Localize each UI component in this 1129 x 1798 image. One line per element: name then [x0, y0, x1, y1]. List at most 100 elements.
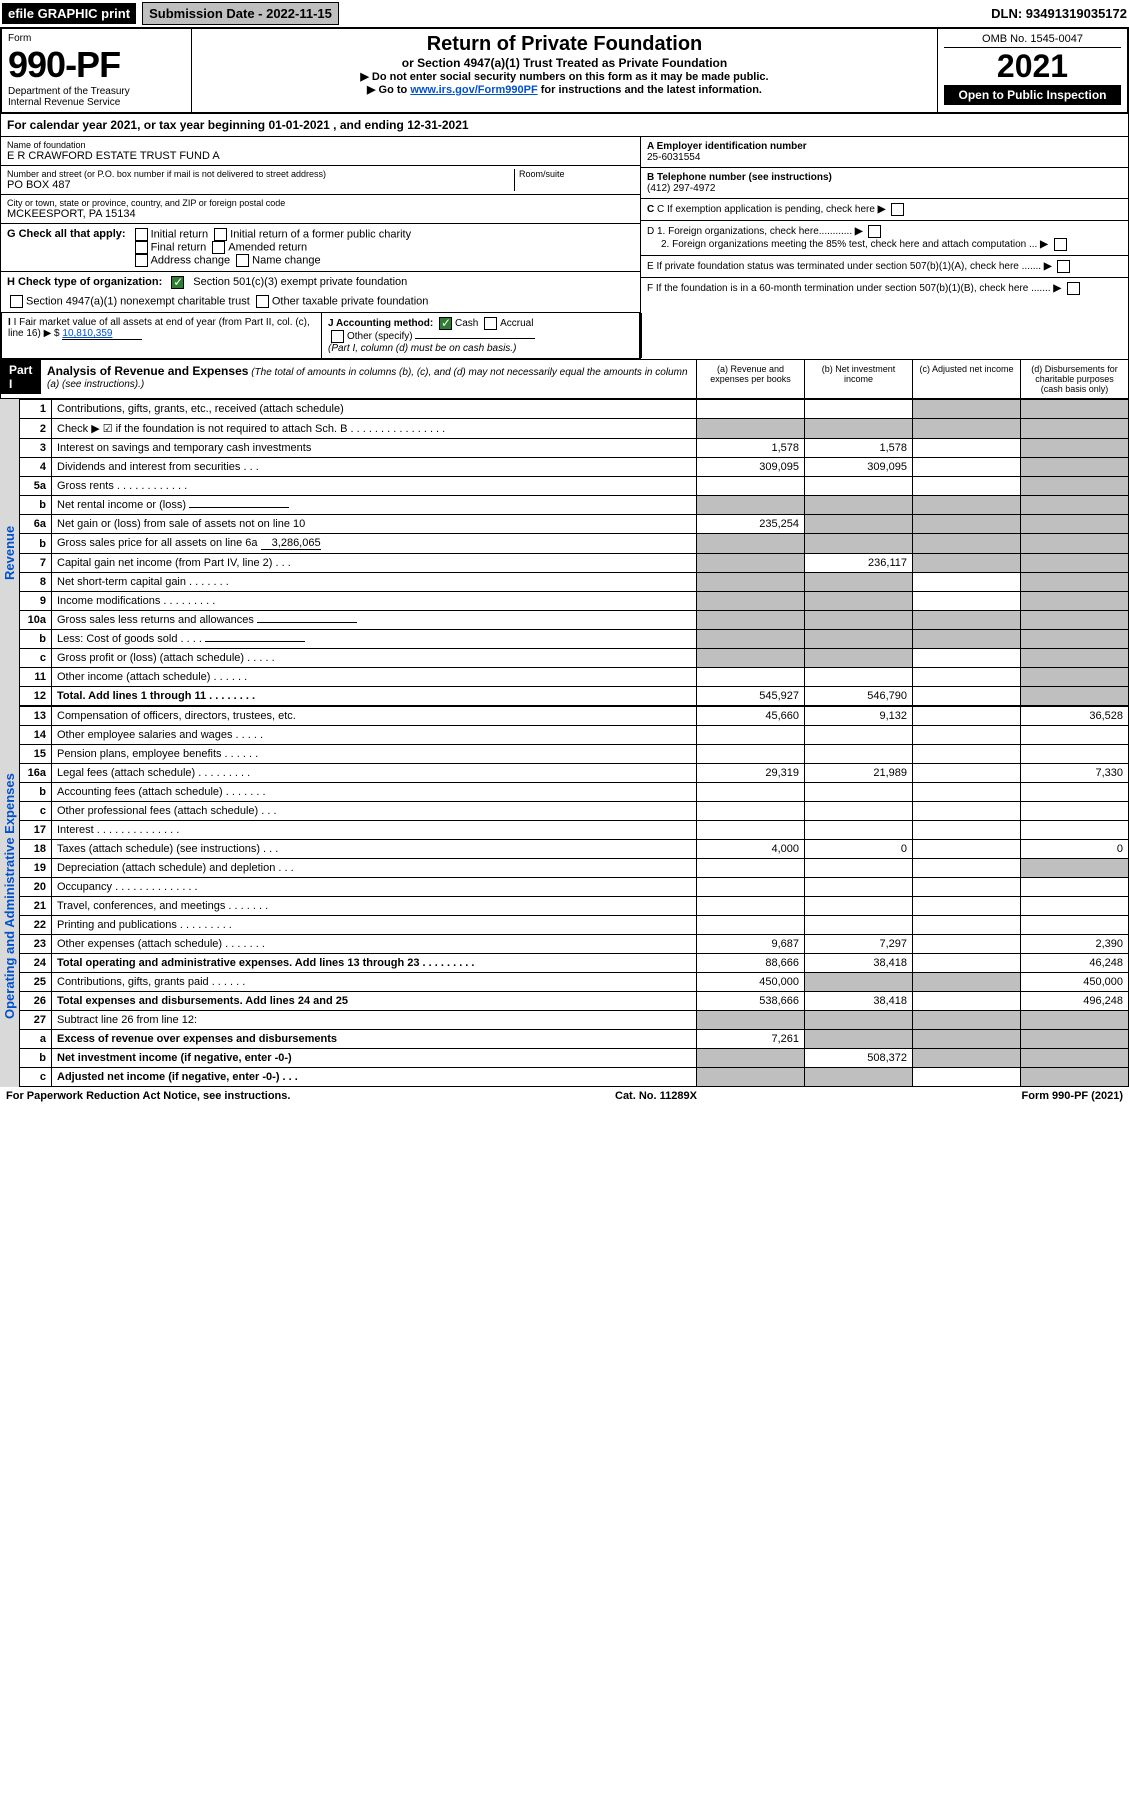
j-cash-checkbox[interactable]: [439, 317, 452, 330]
h-4947: Section 4947(a)(1) nonexempt charitable …: [26, 295, 250, 307]
g-address-checkbox[interactable]: [135, 254, 148, 267]
table-row: bGross sales price for all assets on lin…: [20, 534, 1129, 554]
dept-treasury: Department of the Treasury: [8, 86, 185, 97]
h-other: Other taxable private foundation: [272, 295, 429, 307]
j-cash: Cash: [455, 318, 478, 329]
table-row: 7Capital gain net income (from Part IV, …: [20, 554, 1129, 573]
i-label: I Fair market value of all assets at end…: [8, 317, 310, 339]
table-row: bNet rental income or (loss): [20, 496, 1129, 515]
table-row: 18Taxes (attach schedule) (see instructi…: [20, 840, 1129, 859]
h-label: H Check type of organization:: [7, 276, 162, 289]
irs-label: Internal Revenue Service: [8, 97, 185, 108]
j-accrual-checkbox[interactable]: [484, 317, 497, 330]
efile-badge: efile GRAPHIC print: [2, 3, 136, 24]
table-row: 26Total expenses and disbursements. Add …: [20, 992, 1129, 1011]
e-checkbox[interactable]: [1057, 260, 1070, 273]
form-number: 990-PF: [8, 44, 185, 86]
g-amended: Amended return: [228, 241, 307, 253]
ij-row: I I Fair market value of all assets at e…: [1, 313, 640, 359]
g-amended-checkbox[interactable]: [212, 241, 225, 254]
j-accrual: Accrual: [500, 318, 533, 329]
table-row: 25Contributions, gifts, grants paid . . …: [20, 973, 1129, 992]
h-501c3: Section 501(c)(3) exempt private foundat…: [193, 276, 407, 289]
form-header: Form 990-PF Department of the Treasury I…: [0, 27, 1129, 114]
e-label: E If private foundation status was termi…: [647, 261, 1041, 272]
city-label: City or town, state or province, country…: [7, 198, 634, 208]
f-block: F If the foundation is in a 60-month ter…: [641, 278, 1128, 299]
h-row: H Check type of organization: Section 50…: [1, 272, 640, 313]
footer-left: For Paperwork Reduction Act Notice, see …: [6, 1090, 290, 1102]
table-row: 4Dividends and interest from securities …: [20, 458, 1129, 477]
h-4947-checkbox[interactable]: [10, 295, 23, 308]
g-name-checkbox[interactable]: [236, 254, 249, 267]
table-row: aExcess of revenue over expenses and dis…: [20, 1030, 1129, 1049]
expenses-table: 13Compensation of officers, directors, t…: [19, 706, 1129, 1087]
d2-checkbox[interactable]: [1054, 238, 1067, 251]
g-initial-checkbox[interactable]: [135, 228, 148, 241]
table-row: 6aNet gain or (loss) from sale of assets…: [20, 515, 1129, 534]
j-other-checkbox[interactable]: [331, 330, 344, 343]
irs-link[interactable]: www.irs.gov/Form990PF: [410, 84, 537, 96]
page-footer: For Paperwork Reduction Act Notice, see …: [0, 1087, 1129, 1105]
revenue-side-label: Revenue: [0, 399, 19, 706]
g-final-checkbox[interactable]: [135, 241, 148, 254]
table-row: 24Total operating and administrative exp…: [20, 954, 1129, 973]
a-label: A Employer identification number: [647, 141, 1122, 152]
instr-ssn: ▶ Do not enter social security numbers o…: [198, 70, 931, 83]
revenue-section: Revenue 1Contributions, gifts, grants, e…: [0, 399, 1129, 706]
g-label: G Check all that apply:: [7, 228, 126, 267]
table-row: cGross profit or (loss) (attach schedule…: [20, 649, 1129, 668]
g-initial: Initial return: [151, 228, 208, 240]
d1-label: D 1. Foreign organizations, check here..…: [647, 226, 852, 237]
info-grid: Name of foundation E R CRAWFORD ESTATE T…: [0, 137, 1129, 360]
col-b-header: (b) Net investment income: [804, 360, 912, 398]
city-cell: City or town, state or province, country…: [1, 195, 640, 224]
expenses-side-label: Operating and Administrative Expenses: [0, 706, 19, 1087]
table-row: 16aLegal fees (attach schedule) . . . . …: [20, 764, 1129, 783]
calendar-year-row: For calendar year 2021, or tax year begi…: [0, 114, 1129, 137]
table-row: bNet investment income (if negative, ent…: [20, 1049, 1129, 1068]
cal-begin: 01-01-2021: [268, 118, 329, 132]
d2-label: 2. Foreign organizations meeting the 85%…: [661, 239, 1037, 250]
f-checkbox[interactable]: [1067, 282, 1080, 295]
d-block: D 1. Foreign organizations, check here..…: [641, 221, 1128, 256]
g-final: Final return: [151, 241, 207, 253]
g-initial-former-checkbox[interactable]: [214, 228, 227, 241]
submission-date: Submission Date - 2022-11-15: [142, 2, 339, 25]
table-row: 15Pension plans, employee benefits . . .…: [20, 745, 1129, 764]
table-row: 12Total. Add lines 1 through 11 . . . . …: [20, 687, 1129, 706]
cal-mid: , and ending: [330, 118, 407, 132]
table-row: 27Subtract line 26 from line 12:: [20, 1011, 1129, 1030]
d1-checkbox[interactable]: [868, 225, 881, 238]
h-501c3-checkbox[interactable]: [171, 276, 184, 289]
table-row: bAccounting fees (attach schedule) . . .…: [20, 783, 1129, 802]
phone-value: (412) 297-4972: [647, 183, 1122, 194]
f-label: F If the foundation is in a 60-month ter…: [647, 283, 1051, 294]
c-checkbox[interactable]: [891, 203, 904, 216]
col-a-header: (a) Revenue and expenses per books: [696, 360, 804, 398]
form-title: Return of Private Foundation: [198, 33, 931, 56]
table-row: 11Other income (attach schedule) . . . .…: [20, 668, 1129, 687]
table-row: cAdjusted net income (if negative, enter…: [20, 1068, 1129, 1087]
instr-prefix: ▶ Go to: [367, 84, 410, 96]
city-state-zip: MCKEESPORT, PA 15134: [7, 208, 634, 220]
table-row: 1Contributions, gifts, grants, etc., rec…: [20, 400, 1129, 419]
table-row: 22Printing and publications . . . . . . …: [20, 916, 1129, 935]
col-c-header: (c) Adjusted net income: [912, 360, 1020, 398]
b-phone-block: B Telephone number (see instructions) (4…: [641, 168, 1128, 199]
form-word: Form: [8, 33, 185, 44]
h-other-checkbox[interactable]: [256, 295, 269, 308]
instr-link: ▶ Go to www.irs.gov/Form990PF for instru…: [198, 83, 931, 96]
table-row: cOther professional fees (attach schedul…: [20, 802, 1129, 821]
i-value: 10,810,359: [62, 328, 142, 340]
j-label: J Accounting method:: [328, 318, 433, 329]
table-row: 20Occupancy . . . . . . . . . . . . . .: [20, 878, 1129, 897]
part1-label: Part I: [1, 360, 41, 394]
addr-label: Number and street (or P.O. box number if…: [7, 169, 514, 179]
j-block: J Accounting method: Cash Accrual Other …: [322, 313, 642, 358]
instr-suffix: for instructions and the latest informat…: [538, 84, 762, 96]
table-row: 21Travel, conferences, and meetings . . …: [20, 897, 1129, 916]
c-block: C C If exemption application is pending,…: [641, 199, 1128, 221]
name-label: Name of foundation: [7, 140, 634, 150]
g-address: Address change: [151, 254, 231, 266]
